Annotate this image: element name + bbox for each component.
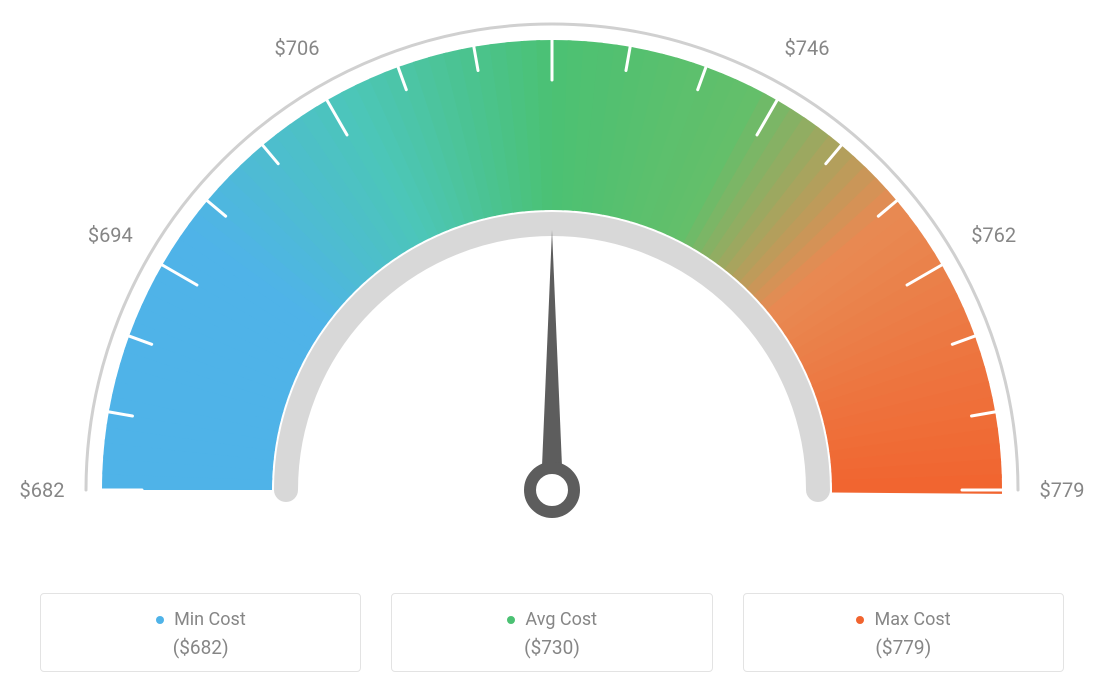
legend-avg: Avg Cost ($730) — [391, 593, 712, 672]
gauge-area: $682$694$706$730$746$762$779 — [0, 0, 1104, 560]
legend-avg-title: Avg Cost — [402, 608, 701, 630]
legend-avg-value: ($730) — [402, 636, 701, 659]
gauge-tick-label: $694 — [88, 223, 133, 247]
gauge-tick-label: $706 — [275, 36, 320, 60]
legend-row: Min Cost ($682) Avg Cost ($730) Max Cost… — [0, 593, 1104, 672]
dot-icon — [507, 616, 515, 624]
legend-max-value: ($779) — [754, 636, 1053, 659]
legend-max-title-text: Max Cost — [875, 609, 951, 630]
legend-avg-title-text: Avg Cost — [525, 609, 597, 630]
legend-max: Max Cost ($779) — [743, 593, 1064, 672]
gauge-tick-label: $682 — [20, 478, 65, 502]
dot-icon — [156, 616, 164, 624]
gauge-tick-label: $746 — [785, 36, 830, 60]
gauge-tick-label: $762 — [971, 223, 1016, 247]
chart-container: $682$694$706$730$746$762$779 Min Cost ($… — [0, 0, 1104, 690]
legend-min-title-text: Min Cost — [174, 609, 246, 630]
dot-icon — [856, 616, 864, 624]
legend-min-title: Min Cost — [51, 608, 350, 630]
legend-min-value: ($682) — [51, 636, 350, 659]
gauge-tick-label: $779 — [1040, 478, 1085, 502]
legend-min: Min Cost ($682) — [40, 593, 361, 672]
gauge-svg — [0, 0, 1104, 600]
legend-max-title: Max Cost — [754, 608, 1053, 630]
